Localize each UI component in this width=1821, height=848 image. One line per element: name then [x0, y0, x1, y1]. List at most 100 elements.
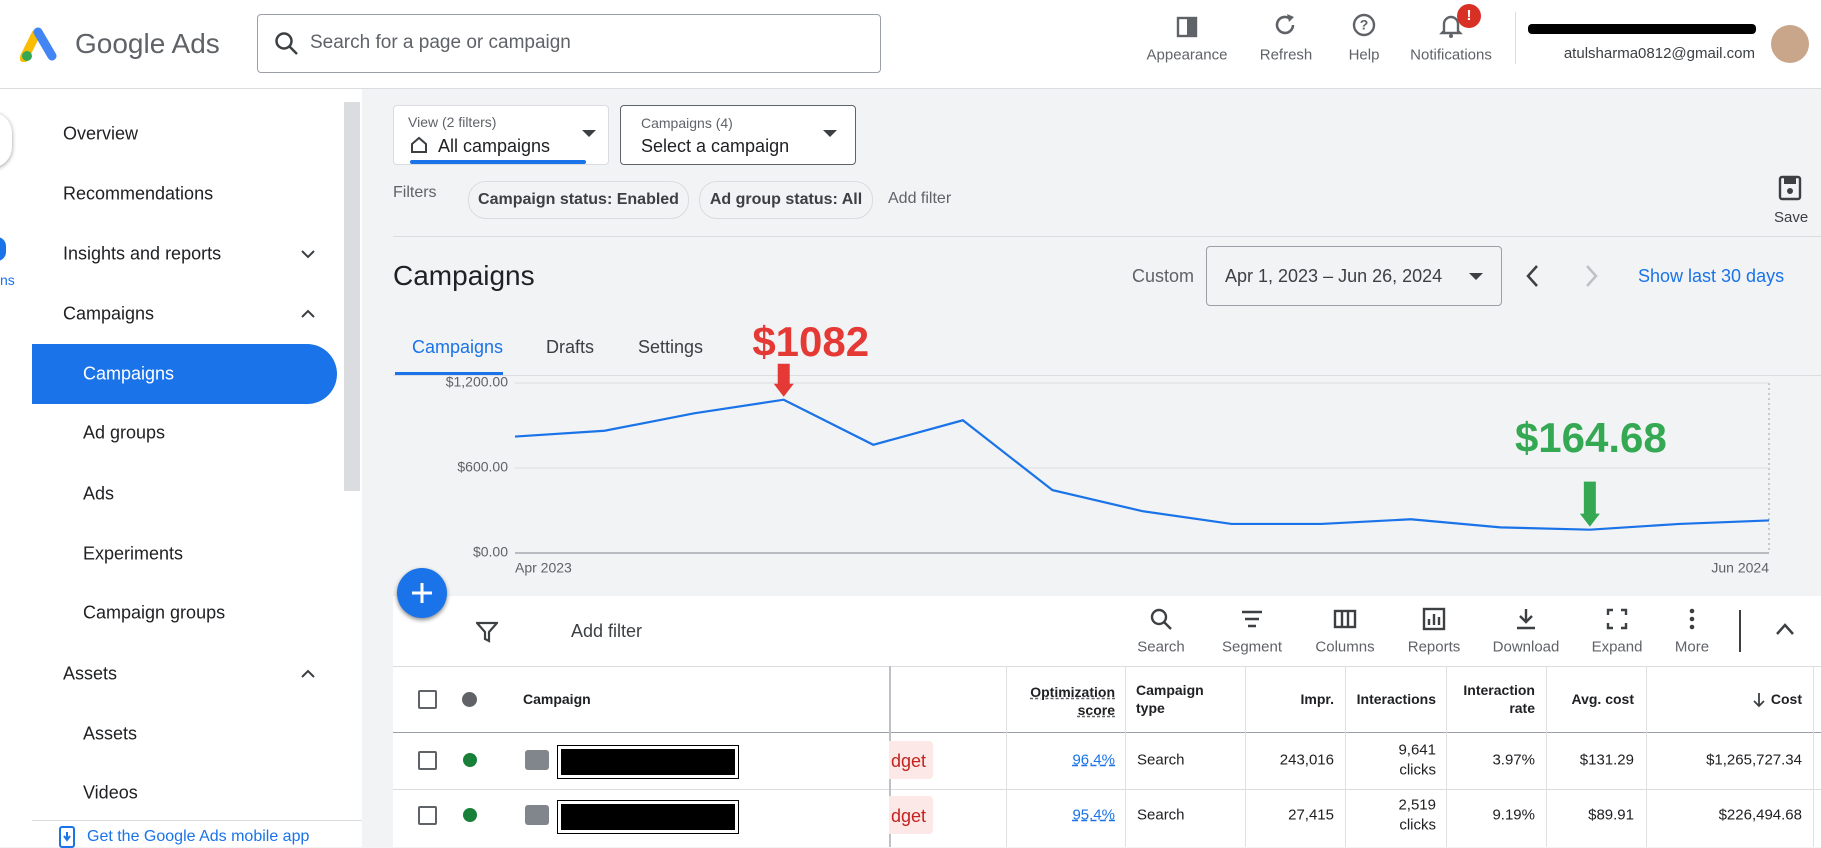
cell: $1,265,727.34	[1706, 751, 1802, 769]
rail-icon[interactable]	[0, 237, 6, 261]
action-label[interactable]: Notifications	[1410, 46, 1492, 64]
tool-icon[interactable]	[1240, 607, 1264, 631]
checkbox[interactable]	[418, 690, 437, 709]
date-range-selector[interactable]: Apr 1, 2023 – Jun 26, 2024	[1206, 246, 1502, 306]
collapse-icon[interactable]	[1775, 622, 1795, 636]
action-icon[interactable]: ?	[1351, 12, 1377, 40]
tool-icon[interactable]	[1514, 607, 1538, 631]
nav-item[interactable]: Videos	[83, 782, 138, 803]
tool-label[interactable]: Search	[1137, 638, 1185, 656]
column-header: Campaign	[523, 691, 591, 707]
chevron[interactable]	[300, 248, 316, 260]
home-icon	[411, 136, 427, 153]
tool-icon[interactable]	[1333, 607, 1357, 631]
tool-icon[interactable]	[1605, 607, 1629, 631]
column-border	[1125, 666, 1126, 847]
cell: clicks	[1399, 761, 1436, 779]
checkbox[interactable]	[418, 751, 437, 770]
x-tick-label: Jun 2024	[1711, 560, 1769, 576]
nav-item[interactable]: Overview	[63, 123, 139, 144]
table-add-filter[interactable]: Add filter	[571, 621, 643, 641]
tool-label[interactable]: Columns	[1315, 638, 1375, 656]
tab[interactable]: Drafts	[546, 337, 595, 357]
action-icon[interactable]	[1273, 12, 1299, 40]
date-arrows[interactable]	[1525, 264, 1605, 288]
nav-item[interactable]: Assets	[83, 723, 138, 744]
tool-label[interactable]: Segment	[1221, 638, 1283, 656]
tool-label[interactable]: Reports	[1407, 638, 1461, 656]
view-selector[interactable]: View (2 filters) All campaigns	[393, 105, 609, 165]
tool-icon[interactable]	[1680, 607, 1704, 631]
rail-label: ns	[0, 272, 15, 288]
column-border	[1245, 666, 1246, 847]
nav-item[interactable]: Insights and reports	[63, 243, 222, 264]
filter-chip[interactable]: Campaign status: Enabled	[468, 181, 689, 219]
column-border	[1813, 666, 1814, 847]
tool-label[interactable]: Expand	[1591, 638, 1643, 656]
cell: clicks	[1399, 816, 1436, 834]
divider	[393, 375, 1821, 376]
action-label[interactable]: Refresh	[1259, 46, 1313, 64]
cell: 2,519	[1398, 796, 1436, 814]
show-last-30[interactable]: Show last 30 days	[1638, 266, 1785, 286]
nav-item[interactable]: Campaigns	[63, 303, 155, 324]
cell: 27,415	[1288, 806, 1334, 824]
svg-text:?: ?	[1360, 17, 1369, 33]
underline	[410, 160, 586, 164]
add-filter[interactable]: Add filter	[888, 190, 952, 207]
rail-button[interactable]	[0, 112, 12, 168]
nav-item[interactable]: Campaigns	[83, 363, 175, 384]
column-header: Cost	[1770, 691, 1802, 707]
divider	[1515, 12, 1756, 64]
redacted-name	[557, 800, 739, 834]
search-box[interactable]: Search for a page or campaign	[257, 14, 881, 73]
campaign-selector[interactable]: Campaigns (4) Select a campaign	[620, 105, 856, 165]
mobile-link[interactable]: Get the Google Ads mobile app	[87, 828, 310, 845]
sort-arrow[interactable]	[1752, 692, 1766, 708]
annotation-arrow	[773, 363, 794, 397]
nav-item[interactable]: Experiments	[83, 543, 184, 564]
status-chip: dget	[889, 796, 933, 834]
action-icon[interactable]	[1174, 12, 1200, 40]
page-title: Campaigns	[393, 260, 535, 291]
tab[interactable]: Campaigns	[412, 337, 504, 357]
chip-label: Ad group status: All	[709, 191, 863, 208]
campaign-value: Select a campaign	[641, 136, 790, 156]
tool-label[interactable]: Download	[1492, 638, 1560, 656]
nav-item[interactable]: Recommendations	[63, 183, 214, 204]
tool-icon[interactable]	[1149, 607, 1173, 631]
column-border	[1446, 666, 1447, 847]
action-icon[interactable]	[1438, 12, 1464, 40]
chevron[interactable]	[300, 668, 316, 680]
column-header: Avg. cost	[1571, 691, 1635, 707]
fab[interactable]	[397, 568, 447, 618]
tool-label[interactable]: More	[1674, 638, 1710, 656]
divider	[393, 666, 1821, 667]
search-campaign-icon	[525, 805, 549, 825]
action-label[interactable]: Appearance	[1146, 46, 1228, 64]
filter-icon[interactable]	[476, 621, 498, 643]
nav-item[interactable]: Ads	[83, 483, 115, 504]
cell: 9.19%	[1492, 806, 1535, 824]
tab[interactable]: Settings	[638, 337, 704, 357]
tool-icon[interactable]	[1422, 607, 1446, 631]
filters-label: Filters	[393, 184, 437, 201]
cell: $89.91	[1588, 806, 1634, 824]
column-border	[1546, 666, 1547, 847]
column-header: Interactions	[1356, 691, 1436, 707]
status-chip: dget	[889, 741, 933, 779]
cell: $131.29	[1579, 751, 1634, 769]
save-icon[interactable]	[1778, 175, 1802, 201]
y-tick-label: $0.00	[473, 544, 508, 560]
checkbox[interactable]	[418, 806, 437, 825]
filter-chip[interactable]: Ad group status: All	[699, 181, 873, 219]
avatar[interactable]	[1771, 25, 1809, 63]
chevron[interactable]	[300, 308, 316, 320]
nav-item[interactable]: Campaign groups	[83, 602, 226, 623]
nav-item[interactable]: Ad groups	[83, 422, 166, 443]
nav-item[interactable]: Assets	[63, 663, 118, 684]
action-label[interactable]: Help	[1348, 46, 1380, 64]
cell: 243,016	[1279, 751, 1334, 769]
tab-underline	[395, 372, 503, 375]
